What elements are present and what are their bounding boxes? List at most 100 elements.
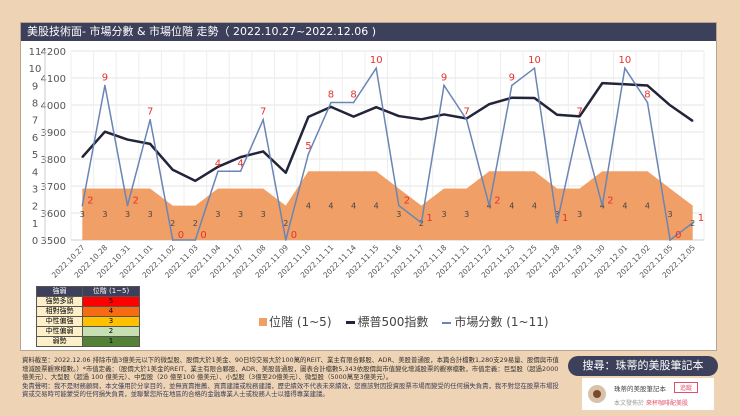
level-label: 中性偏弱 bbox=[36, 326, 83, 337]
score-point bbox=[81, 204, 84, 207]
sp500-point bbox=[352, 115, 355, 118]
level-data-label: 3 bbox=[125, 210, 130, 219]
sp500-point bbox=[126, 138, 129, 141]
legend-item-score: 市場分數 (1~11) bbox=[442, 313, 549, 330]
sp500-point bbox=[420, 118, 423, 121]
sp500-point bbox=[691, 120, 694, 122]
level-label: 中性偏強 bbox=[36, 316, 83, 327]
score-data-label: 8 bbox=[644, 90, 650, 101]
score-point bbox=[624, 67, 626, 69]
score-data-label: 2 bbox=[87, 196, 93, 207]
score-point bbox=[330, 101, 332, 104]
level-label: 相對強勢 bbox=[36, 306, 83, 317]
sp500-point bbox=[646, 84, 649, 87]
disclaimer: 免責聲明：我不是財務顧問，本文僅用於分享目的，並無買賣推薦、買賣建議或稅務建議，… bbox=[22, 381, 559, 399]
score-tick-label: 7 bbox=[32, 116, 38, 127]
table-row: 相對強勢 4 bbox=[36, 306, 140, 317]
level-data-label: 2 bbox=[193, 219, 198, 228]
legend-swatch bbox=[345, 321, 355, 324]
search-banner: 搜尋：珠蒂的美股筆記本 bbox=[568, 356, 718, 376]
score-data-label: 2 bbox=[404, 196, 410, 207]
author-card[interactable]: 珠蒂的美股筆記本 追蹤 本文發佈於 來杯咖啡配美股 bbox=[582, 378, 714, 410]
score-data-label: 7 bbox=[147, 107, 153, 118]
level-data-label: 4 bbox=[374, 202, 379, 211]
score-data-label: 1 bbox=[698, 213, 704, 224]
sp500-point bbox=[149, 143, 151, 145]
author-name[interactable]: 珠蒂的美股筆記本 bbox=[614, 385, 666, 393]
score-point bbox=[443, 84, 445, 87]
score-tick-label: 5 bbox=[32, 150, 38, 161]
level-data-label: 3 bbox=[238, 210, 243, 219]
score-tick-label: 4 bbox=[32, 167, 38, 178]
score-point bbox=[194, 239, 197, 241]
footer-notes: 資料截至：2022.12.06 排除市值3億美元以下的微型股、股價大於1美金、9… bbox=[22, 356, 562, 399]
index-tick-label: 3700 bbox=[41, 182, 66, 193]
score-data-label: 1 bbox=[562, 213, 568, 224]
score-data-label: 9 bbox=[509, 72, 515, 83]
level-data-label: 4 bbox=[532, 202, 537, 211]
level-data-label: 3 bbox=[396, 210, 401, 219]
level-data-label: 4 bbox=[328, 202, 333, 211]
level-data-label: 3 bbox=[261, 210, 266, 219]
sp500-point bbox=[217, 166, 219, 168]
table-header: 位階 (1~5) bbox=[82, 286, 140, 297]
table-row: 弱勢 1 bbox=[36, 336, 140, 347]
level-value: 5 bbox=[82, 296, 140, 307]
sp500-point bbox=[533, 97, 536, 99]
sp500-point bbox=[578, 115, 581, 118]
score-tick-label: 9 bbox=[32, 81, 38, 92]
table-row: 中性偏弱 2 bbox=[36, 326, 140, 337]
legend-item-sp500: 標普500指數 bbox=[345, 313, 429, 330]
score-data-label: 0 bbox=[291, 230, 297, 241]
level-data-label: 3 bbox=[148, 210, 153, 219]
score-data-label: 1 bbox=[426, 213, 432, 224]
score-data-label: 9 bbox=[102, 72, 108, 83]
sp500-point bbox=[284, 171, 287, 174]
score-data-label: 2 bbox=[133, 196, 139, 207]
score-point bbox=[262, 118, 264, 121]
score-point bbox=[533, 67, 536, 69]
sp500-point bbox=[669, 104, 671, 107]
sp500-point bbox=[398, 115, 400, 117]
score-point bbox=[511, 84, 513, 87]
level-data-label: 3 bbox=[441, 210, 446, 219]
level-value: 1 bbox=[82, 336, 140, 347]
sp500-point bbox=[171, 169, 174, 171]
sp500-point bbox=[81, 156, 84, 158]
sp500-point bbox=[239, 156, 242, 158]
score-point bbox=[126, 204, 129, 207]
level-data-label: 4 bbox=[622, 202, 627, 211]
legend-label: 標普500指數 bbox=[357, 315, 429, 329]
score-data-label: 10 bbox=[370, 55, 383, 66]
level-data-label: 3 bbox=[668, 210, 673, 219]
score-tick-label: 10 bbox=[29, 64, 42, 75]
index-tick-label: 4100 bbox=[41, 74, 66, 85]
legend-label: 市場分數 (1~11) bbox=[454, 315, 549, 329]
score-point bbox=[601, 204, 604, 207]
score-point bbox=[420, 222, 423, 224]
score-point bbox=[307, 153, 310, 155]
index-tick-label: 3800 bbox=[41, 155, 66, 166]
legend-label: 位階 (1~5) bbox=[269, 315, 332, 329]
level-data-label: 3 bbox=[102, 210, 107, 219]
score-data-label: 7 bbox=[576, 107, 582, 118]
sp500-point bbox=[511, 96, 513, 99]
score-point bbox=[104, 84, 106, 87]
score-tick-label: 6 bbox=[32, 133, 38, 144]
score-point bbox=[217, 170, 219, 173]
level-data-label: 3 bbox=[464, 210, 469, 219]
level-table: 強弱 位階 (1~5) 強勢多頭 5 相對強勢 4 中性偏強 3 中性偏弱 2 弱勢 1 bbox=[36, 286, 140, 347]
level-value: 2 bbox=[82, 326, 140, 337]
score-data-label: 2 bbox=[494, 196, 500, 207]
score-data-label: 0 bbox=[178, 230, 184, 241]
score-point bbox=[669, 239, 671, 241]
score-tick-label: 2 bbox=[32, 202, 38, 213]
level-label: 弱勢 bbox=[36, 336, 83, 347]
publication-link[interactable]: 來杯咖啡配美股 bbox=[645, 400, 688, 407]
score-data-label: 2 bbox=[607, 196, 613, 207]
score-point bbox=[375, 67, 377, 69]
score-data-label: 4 bbox=[215, 158, 221, 169]
level-data-label: 3 bbox=[215, 210, 220, 219]
publication-prefix: 本文發佈於 bbox=[614, 400, 645, 407]
follow-button[interactable]: 追蹤 bbox=[674, 382, 699, 393]
